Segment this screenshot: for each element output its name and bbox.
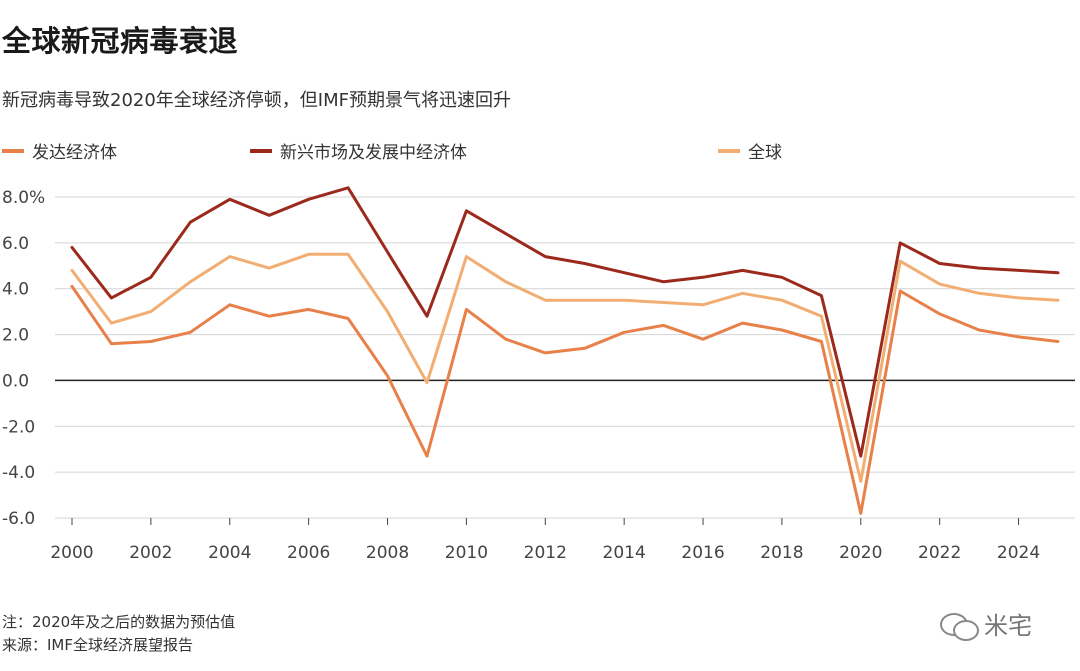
chart-subtitle: 新冠病毒导致2020年全球经济停顿，但IMF预期景气将迅速回升 bbox=[2, 90, 511, 111]
axis-layer: 8.0% 6.0 4.0 2.0 0.0 -2.0 -4.0 -6.0 2000 2002 2004… bbox=[2, 188, 1040, 563]
x-tick-label: 2012 bbox=[524, 543, 567, 563]
series-line-1 bbox=[70, 186, 1060, 458]
y-tick-label: -6.0 bbox=[2, 509, 35, 529]
y-tick-label: -2.0 bbox=[2, 417, 35, 437]
series-line-2 bbox=[70, 252, 1060, 483]
x-tick-label: 2020 bbox=[839, 543, 882, 563]
legend-label-emerging: 新兴市场及发展中经济体 bbox=[280, 143, 467, 163]
y-tick-label: -4.0 bbox=[2, 463, 35, 483]
legend-item-world: 全球 bbox=[718, 138, 782, 163]
legend-swatch-emerging bbox=[250, 148, 272, 153]
x-tick-label: 2018 bbox=[760, 543, 803, 563]
y-tick-label: 8.0% bbox=[2, 188, 45, 208]
legend-swatch-world bbox=[718, 148, 740, 153]
x-tick-label: 2000 bbox=[50, 543, 93, 563]
series-layer bbox=[70, 186, 1060, 515]
legend: 发达经济体 新兴市场及发展中经济体 全球 bbox=[0, 138, 1080, 164]
x-tick-label: 2006 bbox=[287, 543, 330, 563]
x-tick-label: 2024 bbox=[997, 543, 1040, 563]
x-tick-label: 2002 bbox=[129, 543, 172, 563]
watermark-text: 米宅 bbox=[984, 612, 1032, 640]
watermark: 米宅 bbox=[940, 606, 1032, 641]
y-tick-label: 0.0 bbox=[2, 371, 29, 391]
x-tick-label: 2008 bbox=[366, 543, 409, 563]
legend-label-world: 全球 bbox=[748, 143, 782, 163]
legend-label-advanced: 发达经济体 bbox=[32, 143, 117, 163]
legend-item-advanced: 发达经济体 bbox=[2, 138, 117, 163]
chart-title: 全球新冠病毒衰退 bbox=[2, 24, 239, 58]
y-tick-label: 2.0 bbox=[2, 326, 29, 346]
x-tick-label: 2016 bbox=[681, 543, 724, 563]
y-tick-label: 6.0 bbox=[2, 234, 29, 254]
legend-item-emerging: 新兴市场及发展中经济体 bbox=[250, 138, 467, 163]
x-tick-label: 2014 bbox=[603, 543, 646, 563]
grid-layer bbox=[55, 196, 1075, 519]
line-chart: 8.0% 6.0 4.0 2.0 0.0 -2.0 -4.0 -6.0 2000 2002 2004… bbox=[2, 186, 1075, 563]
y-tick-label: 4.0 bbox=[2, 280, 29, 300]
x-tick-label: 2010 bbox=[445, 543, 488, 563]
wechat-icon bbox=[940, 609, 979, 641]
x-tick-label: 2022 bbox=[918, 543, 961, 563]
source-note: 来源：IMF全球经济展望报告 bbox=[2, 636, 193, 654]
legend-swatch-advanced bbox=[2, 148, 24, 153]
footnote: 注：2020年及之后的数据为预估值 bbox=[2, 613, 236, 631]
series-line-0 bbox=[70, 284, 1060, 515]
x-tick-label: 2004 bbox=[208, 543, 251, 563]
